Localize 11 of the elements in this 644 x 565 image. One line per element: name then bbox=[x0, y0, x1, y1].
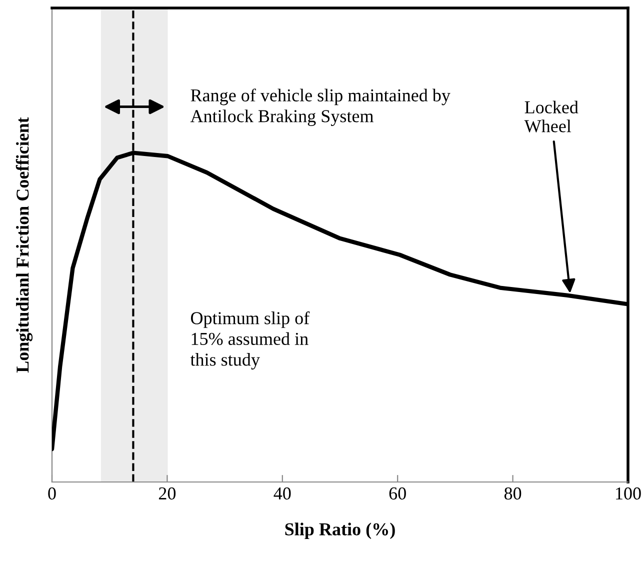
x-tick-label: 0 bbox=[48, 487, 56, 500]
x-axis-title: Slip Ratio (%) bbox=[285, 522, 395, 540]
x-tick-label: 60 bbox=[389, 487, 406, 500]
annotation: Optimum slip of 15% assumed in this study bbox=[190, 311, 310, 370]
x-tick-label: 80 bbox=[504, 487, 522, 500]
text: Range of vehicle slip maintained by Antilock Braking System bbox=[190, 88, 450, 126]
x-tick-label: 40 bbox=[274, 487, 291, 500]
x-tick-label: 100 bbox=[616, 487, 641, 500]
y-axis-title: Longitudianl Friction Coefficient bbox=[16, 117, 33, 373]
x-tick-label: 20 bbox=[158, 487, 176, 500]
annotation: Locked Wheel bbox=[524, 100, 578, 132]
